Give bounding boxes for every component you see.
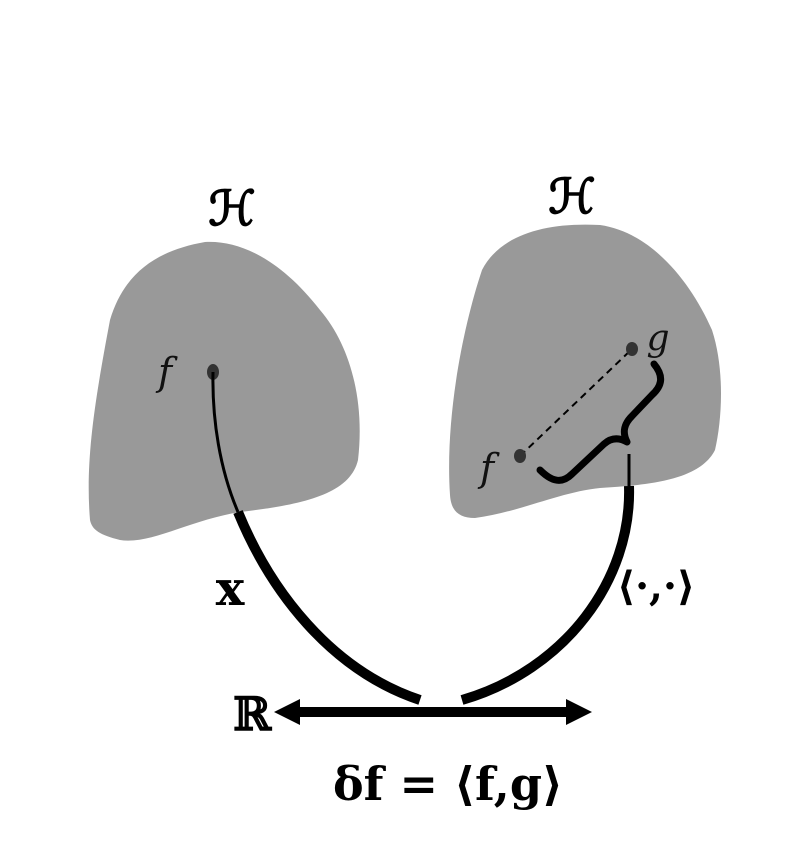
left-space-blob: [88, 241, 360, 541]
left-inner-curve: [211, 371, 240, 513]
right-space-blob: [449, 224, 721, 518]
left-space-label: ℋ: [208, 181, 255, 237]
right-point-g: [626, 342, 638, 356]
real-line-left-arrowhead: [274, 699, 300, 725]
inner-product-brace: [536, 360, 664, 484]
real-line-label: ℝ: [233, 687, 273, 741]
left-map-label: x: [216, 561, 245, 617]
right-point-f: [514, 449, 526, 463]
right-space-label: ℋ: [548, 169, 595, 225]
left-map-arrow: [233, 510, 422, 705]
equation: δf = ⟨f,g⟩: [333, 757, 563, 811]
right-map-label: ⟨·,·⟩: [617, 563, 695, 610]
right-map-arrow: [460, 485, 635, 705]
real-line-right-arrowhead: [566, 699, 592, 725]
right-point-g-label: g: [646, 318, 669, 359]
right-f-g-dashed-line: [519, 348, 633, 457]
